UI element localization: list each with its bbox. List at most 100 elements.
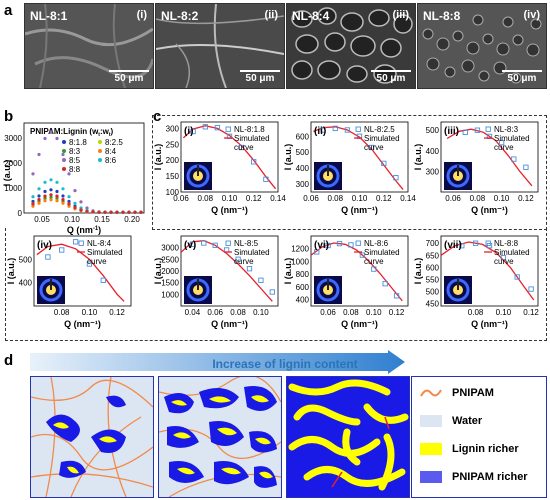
xtick: 0.06 <box>445 194 461 203</box>
data-point <box>500 255 507 261</box>
xtick: 0.10 <box>494 194 510 203</box>
data-point <box>332 125 338 132</box>
chart-b-legend-label: 8:3 <box>69 147 81 156</box>
legend-label: Simulated <box>87 248 123 257</box>
chart-b-point <box>37 152 41 157</box>
xtick: 0.12 <box>389 308 405 317</box>
chart-b-point <box>61 198 65 202</box>
chart-b-xlabel: Q (nm-1) <box>67 225 101 235</box>
data-point <box>514 274 520 280</box>
xtick: 0.12 <box>246 194 262 203</box>
legend-marker <box>225 240 231 246</box>
chart-b-point <box>37 194 41 198</box>
data-point <box>59 247 65 253</box>
chart-b-point <box>127 210 131 214</box>
chart-b-point <box>103 210 107 214</box>
pnipam-richer-swatch <box>420 471 442 484</box>
data-point <box>45 254 51 260</box>
chart-b-point <box>37 201 41 205</box>
sem-label: NL-8:4 <box>292 9 330 23</box>
xtick: 0.10 <box>222 194 238 203</box>
xtick: 0.12 <box>523 308 539 317</box>
chart-b-point <box>55 194 59 198</box>
scheme-low-lignin <box>30 376 154 498</box>
legend-label: Simulated <box>234 134 270 143</box>
scheme-drawing <box>288 379 409 491</box>
legend-label: NL-8:3 <box>494 125 519 134</box>
xtick: 0.08 <box>328 194 344 203</box>
chart-b-point <box>61 187 65 191</box>
scheme-mid-lignin <box>158 376 282 498</box>
ytick: 500 <box>19 255 33 264</box>
chart-b-legend-label: 8:5 <box>69 156 81 165</box>
data-point <box>325 242 331 249</box>
chart-b-point <box>31 202 35 206</box>
ytick: 400 <box>296 164 310 173</box>
scale-bar: 50 μm <box>502 70 542 84</box>
ytick: 400 <box>296 296 310 305</box>
legend-label: NL-8:1.8 <box>234 125 265 134</box>
legend-marker <box>485 126 491 132</box>
data-point <box>100 277 106 283</box>
data-point <box>212 242 218 248</box>
chart-b-point <box>67 195 71 199</box>
ytick: 650 <box>426 251 440 260</box>
chart-b-point <box>139 210 143 214</box>
chart-b-point <box>31 204 35 208</box>
chart-roman: (iv) <box>37 240 52 251</box>
chart-b-point <box>133 210 137 214</box>
chart-b-point <box>43 180 47 184</box>
data-point <box>189 241 196 247</box>
chart-b-point <box>73 205 77 210</box>
ylabel: I (a.u.) <box>153 144 163 171</box>
increase-label: Increase of lignin content <box>212 357 358 371</box>
chart-b-point <box>43 196 47 200</box>
data-point <box>528 286 534 292</box>
ylabel: I (a.u.) <box>6 258 16 285</box>
xtick: 0.06 <box>303 194 319 203</box>
sem-texture <box>156 4 284 88</box>
xtick: 0.08 <box>468 308 484 317</box>
data-point <box>371 266 377 272</box>
simulated-curve <box>446 128 533 187</box>
chart-roman: (ii) <box>314 126 326 137</box>
chart-b-point <box>31 172 35 176</box>
legend-water: Water <box>420 415 482 428</box>
chart-b-point <box>55 180 59 184</box>
beamstop <box>457 279 459 290</box>
pnipam-line-icon <box>420 389 442 397</box>
data-point <box>269 289 275 295</box>
ylabel: I (a.u.) <box>283 258 293 285</box>
chart-b-ytick: 1000 <box>4 184 22 193</box>
data-point <box>393 293 400 299</box>
chart-b-point <box>85 209 89 213</box>
chart-b-point <box>31 199 35 204</box>
panel-c-frame-top <box>152 115 547 230</box>
legend-marker <box>355 240 361 246</box>
xtick: 0.08 <box>470 194 486 203</box>
data-point <box>359 252 366 258</box>
ytick: 400 <box>426 147 440 156</box>
ytick: 700 <box>426 239 440 248</box>
plot-frame <box>180 121 279 193</box>
chart-b-legend-label: 8:4 <box>105 147 117 156</box>
data-point <box>498 139 505 146</box>
legend-label: NL-8:6 <box>364 239 389 248</box>
scale-bar: 50 μm <box>371 70 411 84</box>
legend-label: curve <box>494 143 514 152</box>
xlabel: Q (nm⁻¹) <box>211 319 248 329</box>
beamstop <box>197 279 199 290</box>
chart-b-point <box>49 193 53 197</box>
ytick: 450 <box>426 300 440 309</box>
chart-b-point <box>49 188 53 192</box>
ytick: 150 <box>166 172 180 181</box>
ytick: 500 <box>296 148 310 157</box>
plot-frame <box>180 235 279 307</box>
legend-label: Simulated <box>364 134 400 143</box>
sem-image-2: NL-8:2 (ii) 50 μm <box>155 3 285 89</box>
data-point <box>214 125 221 131</box>
